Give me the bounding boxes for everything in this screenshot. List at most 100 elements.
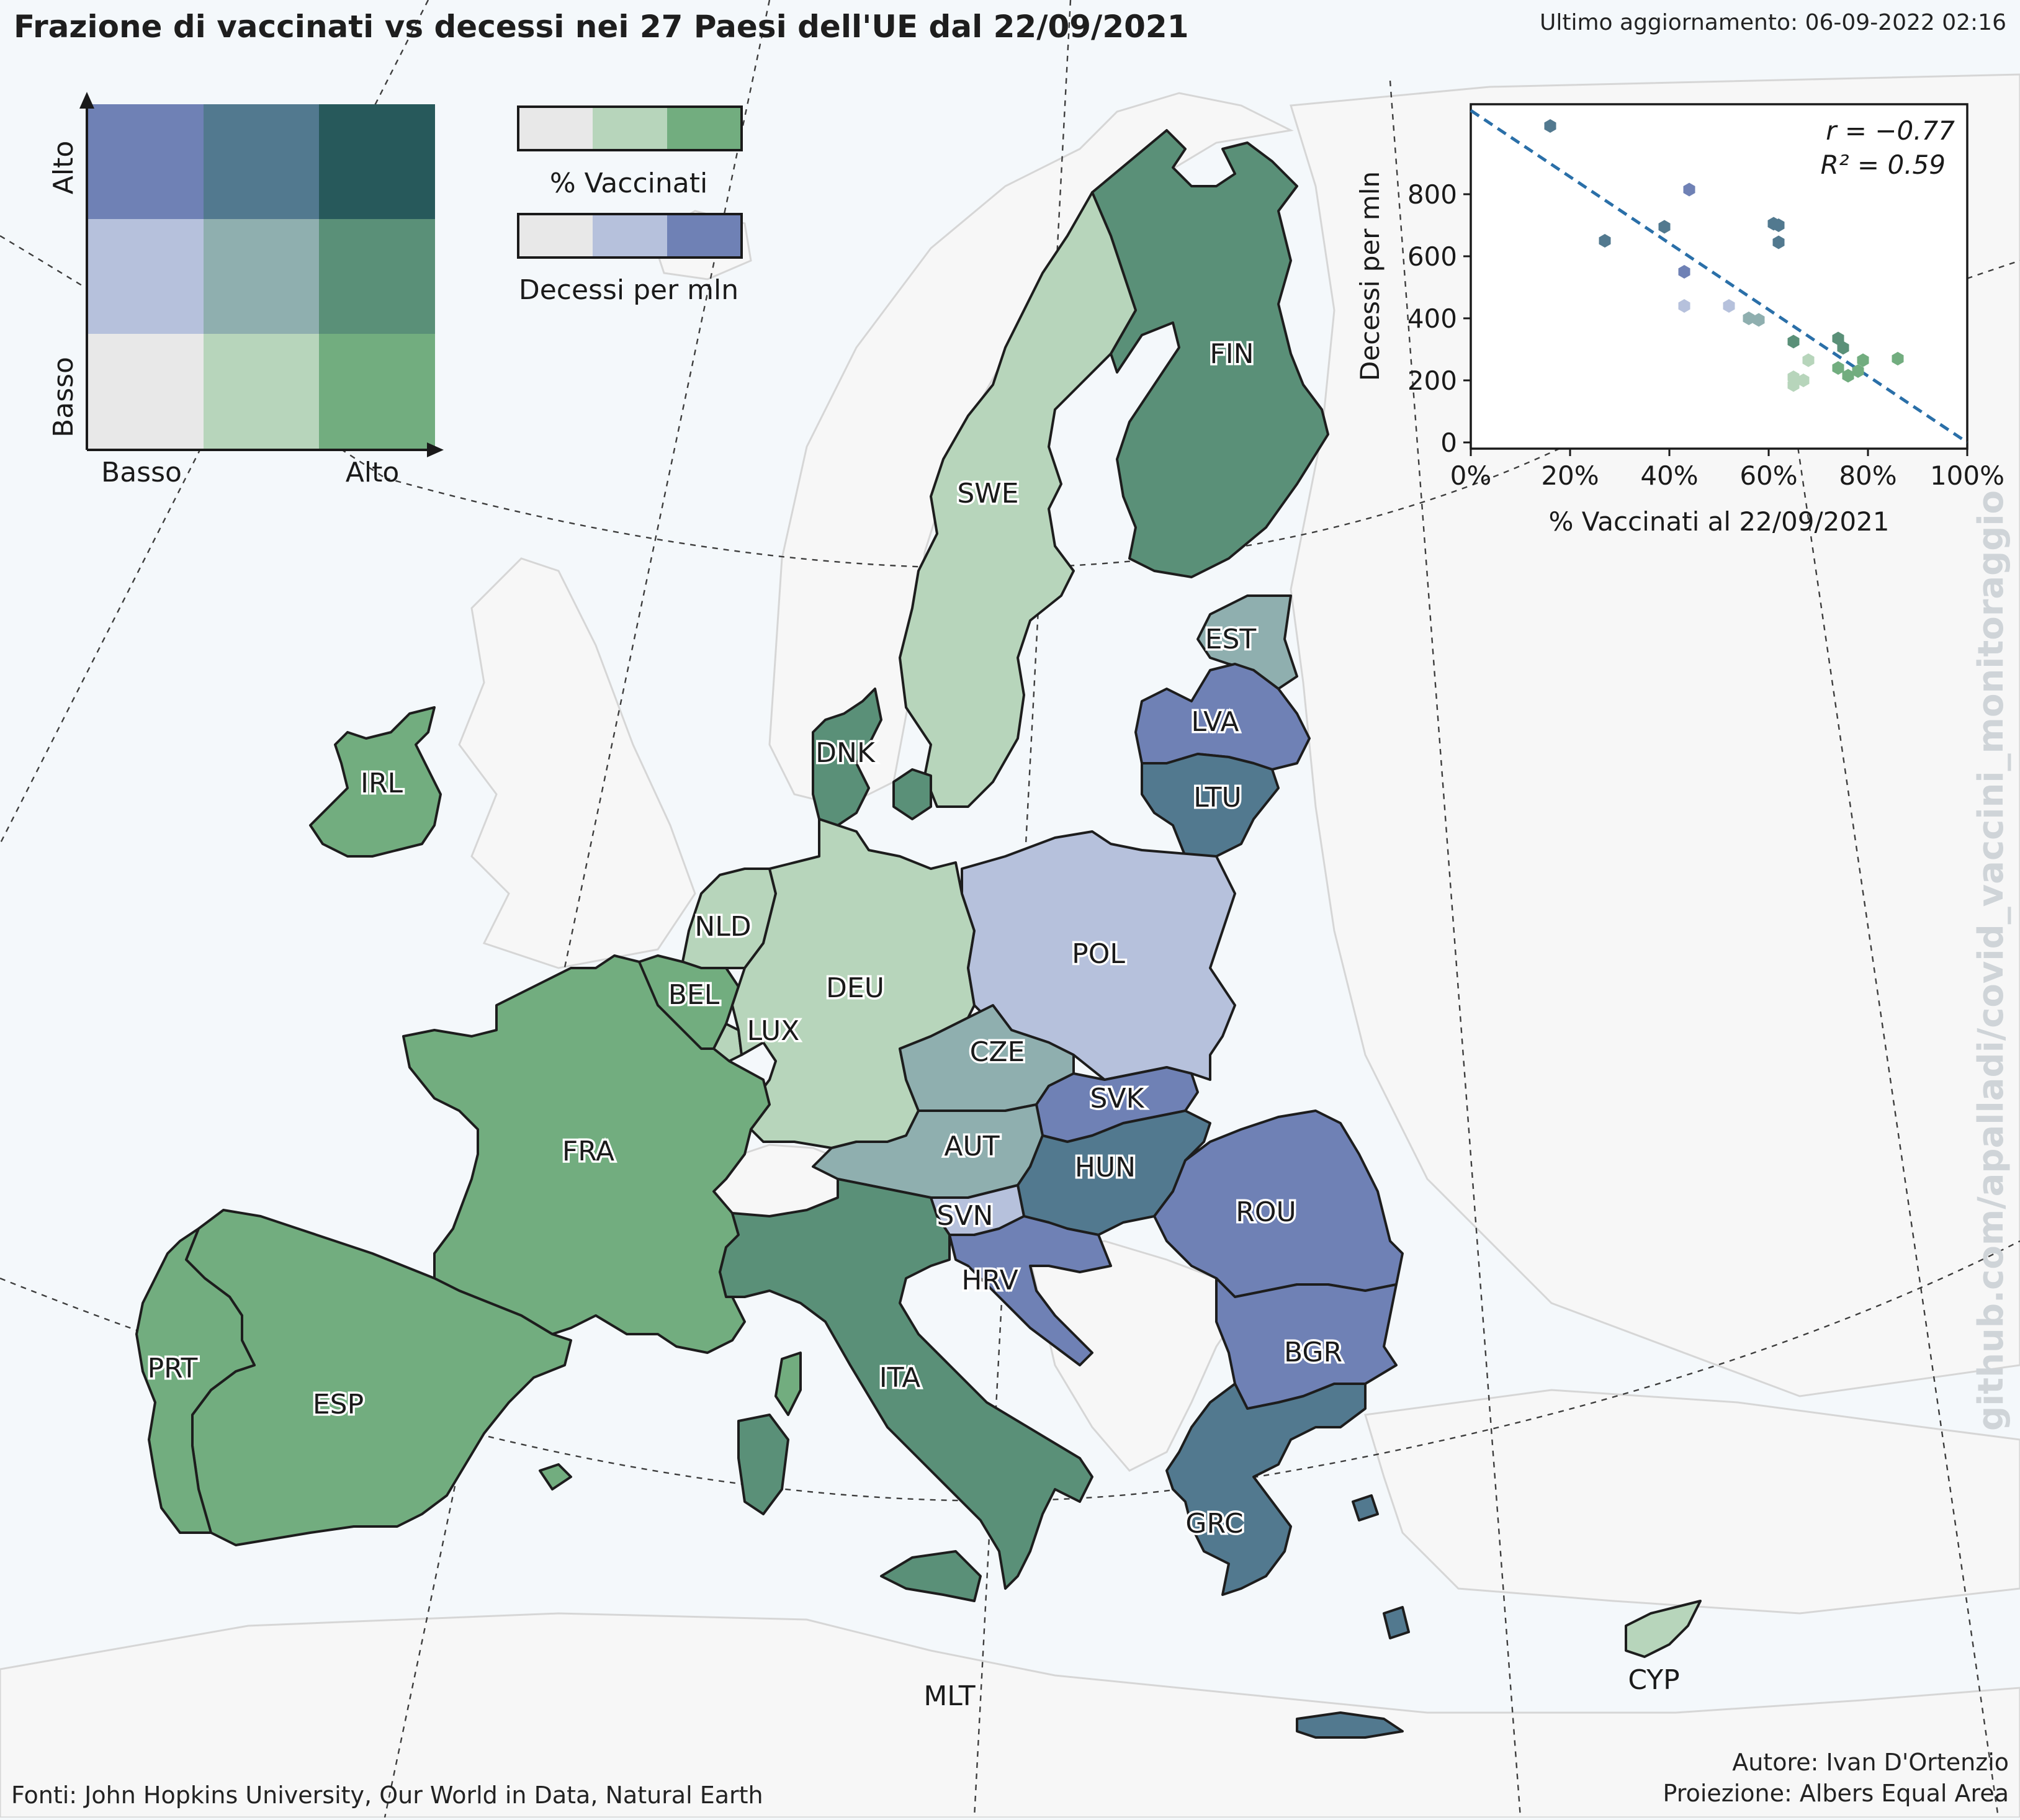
scatter-inset: 0% 20% 40% 60% 80% 100% 0 200 400 600 800 r = −0.7…: [1355, 103, 2004, 537]
vaccinated-scale-frame: [517, 105, 743, 151]
y-tick-label: 0: [1440, 428, 1457, 458]
scatter-point: [1892, 352, 1904, 365]
bivariate-grid: [88, 104, 435, 449]
label-SVN: SVN: [937, 1200, 994, 1232]
parallel-line: [384, 259, 2020, 569]
label-HUN: HUN: [1075, 1152, 1136, 1183]
last-update-text: Ultimo aggiornamento: 06-09-2022 02:16: [1540, 10, 2006, 35]
legend-x-high-label: Alto: [346, 457, 400, 488]
country-labels: FIN SWE EST LVA LTU DNK IRL NLD BEL LUX …: [145, 336, 1680, 1713]
scatter-y-axis-label: Decessi per mln: [1355, 171, 1385, 381]
label-GRC: GRC: [1185, 1508, 1243, 1540]
country-ITA: [719, 1178, 1093, 1602]
scatter-point: [1599, 234, 1611, 248]
bivariate-cell: [204, 104, 320, 220]
sources-text: Fonti: John Hopkins University, Our Worl…: [11, 1782, 763, 1809]
country-DNK: [812, 688, 932, 827]
label-BGR: BGR: [1284, 1337, 1342, 1368]
country-SWE: [899, 191, 1137, 808]
bivariate-legend: Alto Basso Basso Alto: [48, 92, 444, 488]
scatter-point: [1802, 353, 1815, 367]
y-tick-label: 600: [1407, 241, 1457, 272]
x-tick-label: 80%: [1839, 460, 1897, 491]
scatter-point: [1832, 361, 1844, 375]
label-CYP: CYP: [1628, 1664, 1679, 1696]
x-tick-label: 0%: [1450, 460, 1492, 491]
label-IRL: IRL: [361, 768, 403, 799]
country-FIN: [1091, 129, 1329, 578]
scatter-x-axis-label: % Vaccinati al 22/09/2021: [1549, 506, 1890, 537]
scale-legends: % Vaccinati Decessi per mln: [517, 105, 743, 306]
scale-swatch: [518, 107, 593, 150]
scatter-fit: [1470, 109, 1968, 444]
watermark-text: github.com/apalladi/covid_vaccini_monito…: [1971, 490, 2011, 1431]
bivariate-cell: [319, 334, 435, 449]
country-FRA: [402, 954, 802, 1416]
deaths-scale-label: Decessi per mln: [519, 274, 738, 306]
country-IRL: [309, 706, 442, 858]
label-MLT: MLT: [923, 1680, 975, 1712]
bivariate-cell: [319, 219, 435, 334]
label-LUX: LUX: [747, 1015, 800, 1047]
y-tick-label: 400: [1407, 303, 1457, 334]
author-text: Autore: Ivan D'Ortenzio: [1732, 1749, 2009, 1776]
scatter-point: [1787, 378, 1800, 392]
bivariate-cell: [204, 334, 320, 449]
label-ESP: ESP: [313, 1389, 364, 1420]
label-HRV: HRV: [961, 1265, 1018, 1296]
legend-x-arrow-icon: [427, 442, 444, 457]
label-FRA: FRA: [562, 1136, 614, 1167]
scatter-point: [1832, 331, 1844, 346]
countries-layer: [135, 129, 1702, 1739]
label-CZE: CZE: [970, 1036, 1025, 1068]
legend-x-low-label: Basso: [101, 457, 182, 488]
label-LVA: LVA: [1191, 706, 1239, 738]
scatter-ticks: 0% 20% 40% 60% 80% 100% 0 200 400 600 800: [1407, 179, 2004, 491]
x-tick-label: 40%: [1640, 460, 1698, 491]
label-POL: POL: [1072, 938, 1125, 970]
label-FIN: FIN: [1210, 338, 1254, 370]
label-DNK: DNK: [815, 737, 876, 769]
x-tick-label: 60%: [1739, 460, 1797, 491]
label-ITA: ITA: [879, 1362, 921, 1394]
deaths-scale-frame: [517, 213, 743, 259]
scale-swatch: [593, 214, 668, 258]
scatter-points: [1544, 119, 1904, 392]
meridian-line: [384, 0, 771, 1818]
scatter-point: [1772, 218, 1785, 232]
country-HRV: [948, 1215, 1112, 1366]
vaccinated-scale-label: % Vaccinati: [550, 168, 707, 199]
scatter-point: [1544, 119, 1556, 133]
scatter-r2-label: R² = 0.59: [1821, 150, 1946, 180]
scatter-point: [1753, 313, 1765, 327]
bivariate-cell: [319, 104, 435, 220]
country-GRC: [1165, 1383, 1410, 1739]
credits: Autore: Ivan D'Ortenzio Proiezione: Albe…: [1663, 1747, 2009, 1809]
legend-y-high-label: Alto: [48, 141, 79, 195]
label-ROU: ROU: [1236, 1196, 1296, 1228]
y-tick-label: 800: [1407, 179, 1457, 210]
label-DEU: DEU: [826, 972, 884, 1004]
turkey-land: [1364, 1389, 2020, 1615]
country-LTU: [1141, 753, 1280, 858]
balkans-land: [1029, 1240, 1242, 1472]
bivariate-cell: [88, 104, 204, 220]
label-BEL: BEL: [668, 979, 720, 1011]
label-EST: EST: [1205, 624, 1257, 655]
country-PRT: [135, 1227, 256, 1534]
norway-land: [768, 92, 1294, 808]
label-SVK: SVK: [1090, 1083, 1145, 1114]
scale-swatch: [593, 107, 668, 150]
north-africa-land: [0, 1612, 2020, 1819]
scatter-point: [1678, 299, 1690, 313]
label-LTU: LTU: [1193, 782, 1242, 814]
legend-y-low-label: Basso: [48, 357, 79, 437]
scatter-point: [1772, 235, 1785, 249]
scale-swatch: [667, 214, 742, 258]
scatter-point: [1837, 341, 1849, 355]
label-SWE: SWE: [957, 478, 1018, 509]
projection-text: Proiezione: Albers Equal Area: [1663, 1780, 2009, 1807]
scatter-point: [1678, 265, 1690, 279]
